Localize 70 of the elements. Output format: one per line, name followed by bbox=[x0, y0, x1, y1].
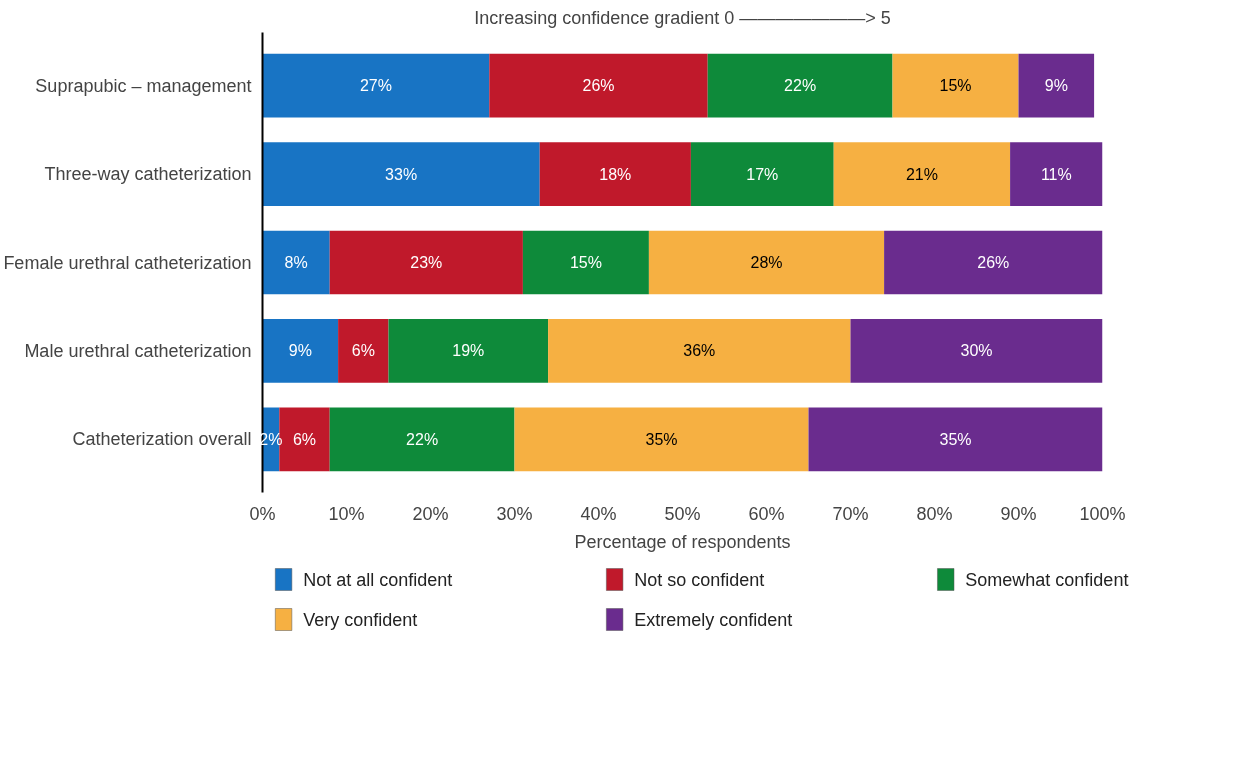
bar bbox=[329, 407, 515, 472]
legend-label: Extremely confident bbox=[634, 609, 793, 630]
bar bbox=[489, 53, 708, 118]
data-label: 6% bbox=[292, 430, 317, 448]
x-tick-label: 20% bbox=[412, 503, 449, 524]
x-tick-label: 90% bbox=[1000, 503, 1037, 524]
bar bbox=[884, 230, 1103, 295]
x-tick-label: 80% bbox=[916, 503, 953, 524]
data-label: 28% bbox=[750, 254, 783, 271]
data-label: 17% bbox=[746, 165, 779, 183]
bar bbox=[262, 142, 540, 206]
data-label: 26% bbox=[582, 77, 615, 95]
bar bbox=[690, 142, 834, 206]
bar bbox=[707, 53, 893, 118]
bar bbox=[1018, 53, 1095, 118]
bar bbox=[1010, 142, 1103, 206]
x-tick-label: 50% bbox=[664, 503, 701, 524]
data-label: 27% bbox=[359, 77, 392, 95]
data-label: 26% bbox=[977, 254, 1010, 271]
data-label: 23% bbox=[410, 254, 443, 271]
bar bbox=[522, 230, 649, 295]
chart-title: Increasing confidence gradient 0 ———————> 5 bbox=[474, 7, 891, 28]
x-tick-label: 60% bbox=[748, 503, 785, 524]
legend-label: Not at all confident bbox=[303, 569, 453, 590]
x-tick-label: 30% bbox=[496, 503, 533, 524]
x-tick-label: 40% bbox=[580, 503, 617, 524]
y-tick-label: Catheterization overall bbox=[72, 429, 252, 450]
x-axis-title: Percentage of respondents bbox=[574, 531, 791, 552]
bar bbox=[388, 319, 549, 383]
legend-label: Very confident bbox=[303, 609, 418, 630]
y-tick-label: Suprapubic – management bbox=[35, 75, 252, 96]
bar bbox=[262, 230, 330, 295]
y-tick-label: Male urethral catheterization bbox=[24, 340, 252, 361]
bar bbox=[648, 230, 885, 295]
x-tick-label: 70% bbox=[832, 503, 869, 524]
data-label: 9% bbox=[288, 342, 312, 360]
x-tick-label: 10% bbox=[328, 503, 365, 524]
data-label: 15% bbox=[569, 254, 602, 271]
data-label: 19% bbox=[452, 342, 485, 360]
bar bbox=[892, 53, 1019, 118]
y-tick-label: Three-way catheterization bbox=[44, 164, 252, 185]
bar bbox=[833, 142, 1011, 206]
bar bbox=[262, 53, 490, 118]
x-tick-label: 0% bbox=[249, 503, 276, 524]
data-label: 21% bbox=[905, 165, 938, 183]
data-label: 33% bbox=[385, 165, 418, 183]
data-label: 22% bbox=[406, 430, 439, 448]
data-label: 22% bbox=[784, 77, 817, 95]
data-label: 36% bbox=[683, 342, 716, 360]
bar bbox=[329, 230, 523, 295]
bar bbox=[808, 407, 1103, 472]
data-label: 11% bbox=[1040, 165, 1072, 183]
data-label: 35% bbox=[645, 430, 678, 448]
y-tick-label: Female urethral catheterization bbox=[3, 252, 252, 273]
bar bbox=[548, 319, 851, 383]
data-label: 6% bbox=[351, 342, 375, 360]
data-label: 9% bbox=[1044, 77, 1068, 95]
bar bbox=[338, 319, 389, 383]
data-label: 8% bbox=[284, 254, 308, 271]
legend-label: Not so confident bbox=[634, 569, 765, 590]
data-label: 18% bbox=[599, 165, 632, 183]
bar bbox=[514, 407, 809, 472]
data-label: 35% bbox=[939, 430, 972, 448]
data-label: 15% bbox=[939, 77, 972, 95]
legend-label: Somewhat confident bbox=[965, 569, 1129, 590]
data-label: 30% bbox=[960, 342, 993, 360]
bar bbox=[850, 319, 1103, 383]
bar bbox=[262, 319, 339, 383]
bar bbox=[539, 142, 691, 206]
x-tick-label: 100% bbox=[1079, 503, 1126, 524]
